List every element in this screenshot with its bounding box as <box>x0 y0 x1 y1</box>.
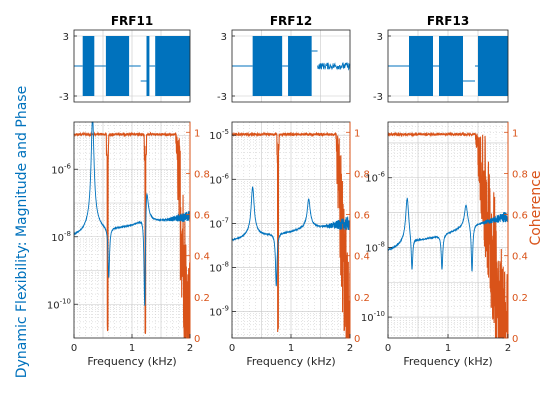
coherence-ytick-label: 0 <box>194 334 200 345</box>
coherence-ytick-label: 0.6 <box>512 211 528 222</box>
phase-ytick-label: -3 <box>373 92 383 103</box>
left-axis-label: Dynamic Flexibility: Magnitude and Phase <box>14 86 30 378</box>
coherence-ytick-label: 0.8 <box>194 169 210 180</box>
magnitude-ytick-label: 10-6 <box>51 162 71 176</box>
coherence-ytick-label: 0.8 <box>354 169 370 180</box>
coherence-ytick-label: 0.6 <box>194 211 210 222</box>
magnitude-ytick-label: 10-8 <box>365 240 385 254</box>
panel-title: FRF12 <box>270 14 312 28</box>
coherence-ytick-label: 0.2 <box>354 293 370 304</box>
coherence-ytick-label: 0.8 <box>512 169 528 180</box>
magnitude-series <box>231 185 351 287</box>
phase-subplot: 3 -3 <box>59 29 191 103</box>
magnitude-coherence-subplot: 10-10 10-8 10-6 0 0.2 0.4 0.6 0.8 1 0 1 2 Frequency … <box>47 121 210 368</box>
magnitude-ytick-label: 10-8 <box>209 260 229 274</box>
right-axis-label: Coherence <box>528 170 544 245</box>
magnitude-series <box>387 197 509 272</box>
coherence-ytick-label: 1 <box>354 128 360 139</box>
phase-wrap-band <box>478 36 508 96</box>
phase-wrap-band <box>288 36 312 96</box>
coherence-ytick-label: 0.4 <box>194 252 210 263</box>
xtick-label: 0 <box>71 343 77 354</box>
coherence-series <box>231 131 351 339</box>
magnitude-ytick-label: 10-7 <box>209 216 229 230</box>
phase-ytick-label: -3 <box>59 92 69 103</box>
phase-noisy-trace <box>317 62 351 71</box>
xtick-label: 0 <box>385 343 391 354</box>
phase-wrap-band <box>105 36 130 96</box>
xtick-label: 2 <box>505 343 511 354</box>
panel-title: FRF11 <box>111 14 153 28</box>
phase-wrap-band <box>155 36 190 96</box>
phase-wrap-band <box>409 36 433 96</box>
phase-wrap-band <box>252 36 283 96</box>
magnitude-ytick-label: 10-6 <box>365 171 385 185</box>
phase-axes-box <box>387 29 509 103</box>
phase-axes-box <box>231 29 351 103</box>
coherence-ytick-label: 0.2 <box>194 293 210 304</box>
phase-ytick-label: 3 <box>377 32 383 43</box>
magnitude-coherence-subplot: 10-9 10-8 10-7 10-6 10-5 0 0.2 0.4 0.6 0.8 1 0 1 2 Fre… <box>209 121 370 368</box>
coherence-ytick-label: 0.4 <box>512 252 528 263</box>
coherence-ytick-label: 0 <box>512 334 518 345</box>
coherence-ytick-label: 0.4 <box>354 252 370 263</box>
xtick-label: 1 <box>445 343 451 354</box>
phase-subplot: 3 -3 <box>373 29 509 103</box>
phase-ytick-label: 3 <box>63 32 69 43</box>
magnitude-ytick-label: 10-9 <box>209 305 229 319</box>
phase-axes-box <box>73 29 191 103</box>
x-axis-label: Frequency (kHz) <box>87 355 176 368</box>
phase-subplot: 3 -3 <box>217 29 351 103</box>
phase-wrap-band <box>82 36 95 96</box>
coherence-ytick-label: 1 <box>194 128 200 139</box>
coherence-ytick-label: 0 <box>354 334 360 345</box>
x-axis-label: Frequency (kHz) <box>246 355 335 368</box>
coherence-ytick-label: 0.2 <box>512 293 528 304</box>
magnitude-ytick-label: 10-10 <box>47 297 71 311</box>
phase-wrap-band <box>146 36 150 96</box>
xtick-label: 1 <box>129 343 135 354</box>
x-axis-label: Frequency (kHz) <box>403 355 492 368</box>
magnitude-ytick-label: 10-5 <box>209 128 229 142</box>
frf-panel-3: FRF13 3 -3 10-10 10-8 10-6 0 0.2 0.4 0.6 0.8 1 0 1 2 Fr… <box>361 14 528 368</box>
magnitude-ytick-label: 10-10 <box>361 310 385 324</box>
coherence-ytick-label: 0.6 <box>354 211 370 222</box>
magnitude-ytick-label: 10-6 <box>209 172 229 186</box>
panel-title: FRF13 <box>427 14 469 28</box>
magnitude-series <box>73 121 191 306</box>
xtick-label: 1 <box>288 343 294 354</box>
phase-ytick-label: -3 <box>217 92 227 103</box>
frf-panel-1: FRF11 3 -3 10-10 10-8 10-6 0 0.2 0.4 0.6 0.8 1 0 1 2 Fr… <box>47 14 210 368</box>
xtick-label: 2 <box>187 343 193 354</box>
magnitude-ytick-label: 10-8 <box>51 230 71 244</box>
coherence-ytick-label: 1 <box>512 128 518 139</box>
phase-ytick-label: 3 <box>221 32 227 43</box>
phase-wrap-band <box>439 36 463 96</box>
xtick-label: 0 <box>229 343 235 354</box>
xtick-label: 2 <box>347 343 353 354</box>
frf-panel-2: FRF12 3 -3 10-9 10-8 10-7 10-6 10-5 0 0.2 0.4 0.6 0.… <box>209 14 370 368</box>
magnitude-coherence-subplot: 10-10 10-8 10-6 0 0.2 0.4 0.6 0.8 1 0 1 2 Frequency … <box>361 121 528 368</box>
coherence-series <box>387 131 509 339</box>
